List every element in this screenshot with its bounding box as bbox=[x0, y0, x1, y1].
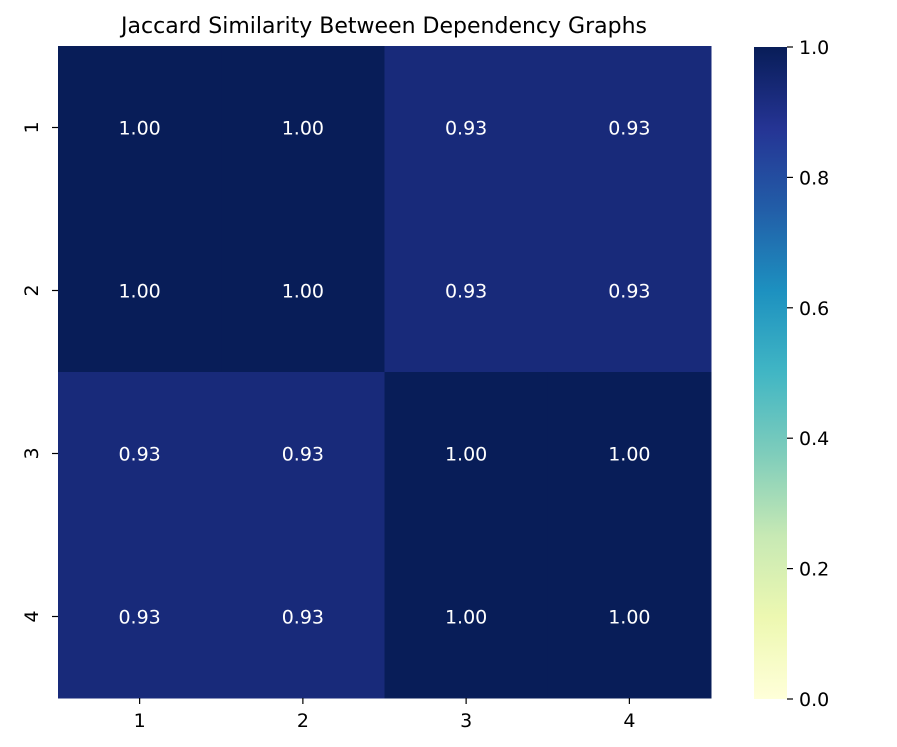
heatmap-cell bbox=[58, 209, 222, 373]
cell-value-label: 0.93 bbox=[118, 607, 160, 629]
x-tick-label: 3 bbox=[460, 710, 472, 732]
cell-value-label: 0.93 bbox=[445, 281, 487, 303]
heatmap-cell bbox=[384, 372, 549, 536]
cell-value-label: 1.00 bbox=[608, 444, 650, 466]
cell-value-label: 0.93 bbox=[608, 281, 650, 303]
heatmap-cell bbox=[547, 535, 712, 699]
heatmap-cells bbox=[58, 46, 712, 699]
heatmap-cell bbox=[58, 535, 222, 699]
y-tick-label: 3 bbox=[21, 447, 43, 459]
x-axis: 1 2 3 4 bbox=[134, 698, 635, 732]
cell-value-label: 0.93 bbox=[118, 444, 160, 466]
y-tick-label: 2 bbox=[21, 284, 43, 296]
x-tick-label: 1 bbox=[134, 710, 146, 732]
cell-value-label: 0.93 bbox=[608, 118, 650, 140]
cell-value-label: 1.00 bbox=[282, 281, 324, 303]
colorbar-tick-label: 0.2 bbox=[799, 559, 829, 581]
heatmap-cell bbox=[221, 46, 385, 210]
colorbar-axis: 0.0 0.2 0.4 0.6 0.8 1.0 bbox=[787, 37, 829, 711]
colorbar-tick-label: 0.6 bbox=[799, 298, 829, 320]
heatmap-cell bbox=[384, 46, 549, 210]
heatmap-cell bbox=[384, 535, 549, 699]
colorbar-tick-label: 0.8 bbox=[799, 167, 829, 189]
y-axis: 1 2 3 4 bbox=[21, 121, 58, 623]
cell-value-label: 1.00 bbox=[282, 118, 324, 140]
cell-value-label: 0.93 bbox=[445, 118, 487, 140]
heatmap-cell bbox=[58, 46, 222, 210]
cell-value-label: 1.00 bbox=[118, 118, 160, 140]
cell-value-label: 0.93 bbox=[282, 444, 324, 466]
cell-value-label: 1.00 bbox=[445, 607, 487, 629]
x-tick-label: 2 bbox=[297, 710, 309, 732]
cell-value-label: 1.00 bbox=[118, 281, 160, 303]
heatmap-cell bbox=[547, 372, 712, 536]
heatmap-cell bbox=[221, 372, 385, 536]
heatmap-cell bbox=[547, 209, 712, 373]
y-tick-label: 4 bbox=[21, 610, 43, 622]
colorbar-tick-label: 0.0 bbox=[799, 689, 829, 711]
heatmap-cell bbox=[384, 209, 549, 373]
colorbar-tick-label: 0.4 bbox=[799, 428, 829, 450]
heatmap-cell bbox=[547, 46, 712, 210]
colorbar-tick-label: 1.0 bbox=[799, 37, 829, 59]
heatmap-cell bbox=[221, 209, 385, 373]
cell-annotations: 1.00 1.00 0.93 0.93 1.00 1.00 0.93 0.93 0.93 0.93… bbox=[118, 118, 650, 629]
colorbar bbox=[754, 47, 787, 699]
cell-value-label: 0.93 bbox=[282, 607, 324, 629]
chart-title: Jaccard Similarity Between Dependency Gr… bbox=[119, 14, 647, 39]
heatmap-cell bbox=[221, 535, 385, 699]
cell-value-label: 1.00 bbox=[608, 607, 650, 629]
heatmap-cell bbox=[58, 372, 222, 536]
y-tick-label: 1 bbox=[21, 121, 43, 133]
x-tick-label: 4 bbox=[623, 710, 635, 732]
cell-value-label: 1.00 bbox=[445, 444, 487, 466]
